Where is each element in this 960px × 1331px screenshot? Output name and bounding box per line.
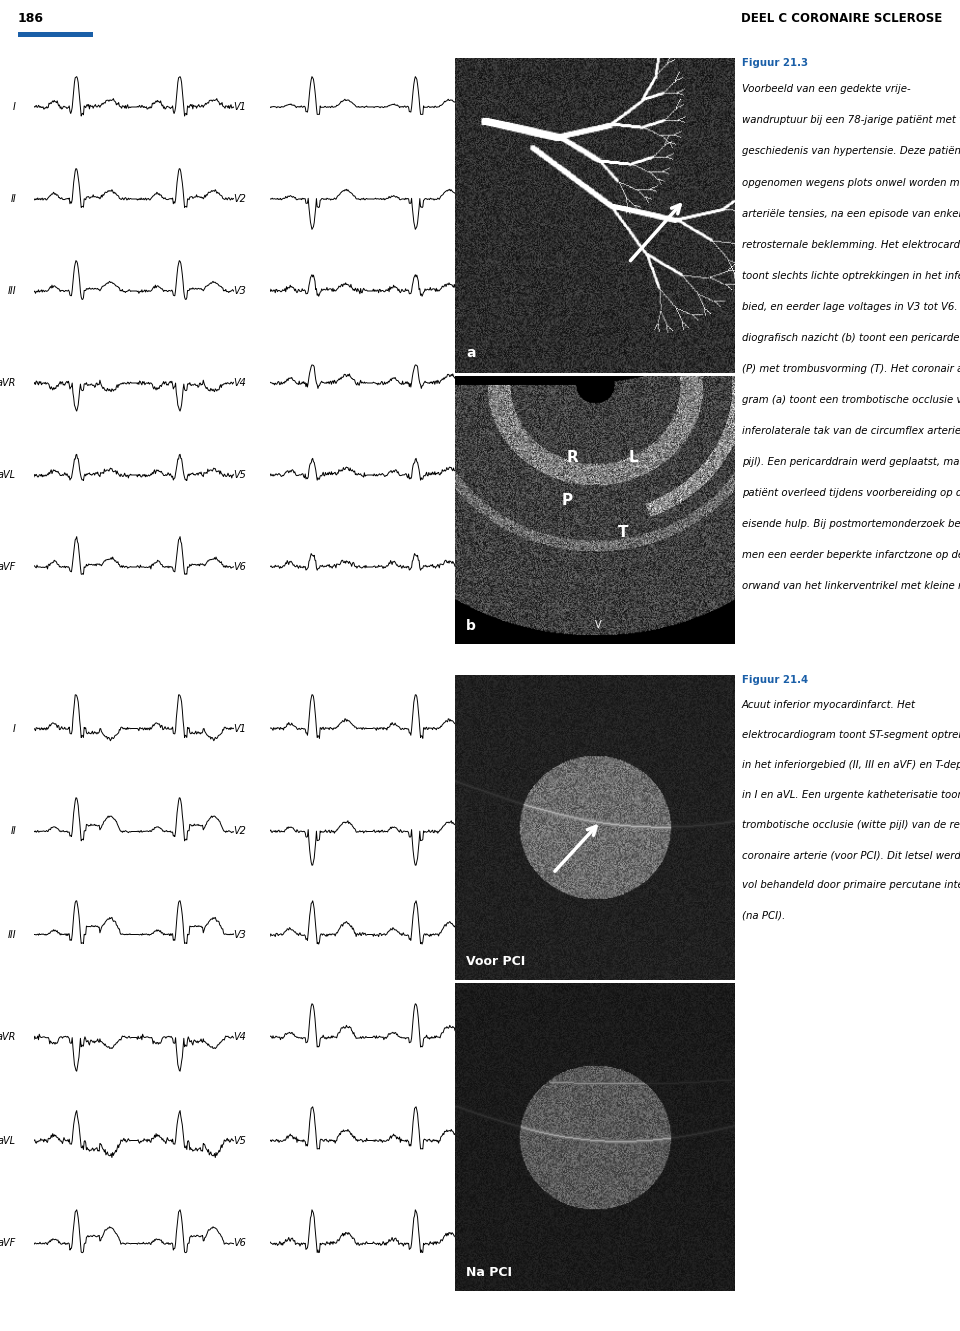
Text: patiënt overleed tijdens voorbereiding op de spoed-: patiënt overleed tijdens voorbereiding o…: [742, 488, 960, 498]
Text: men een eerder beperkte infarctzone op de posteri-: men een eerder beperkte infarctzone op d…: [742, 550, 960, 560]
Text: DEEL C CORONAIRE SCLEROSE: DEEL C CORONAIRE SCLEROSE: [741, 12, 942, 25]
Text: III: III: [8, 286, 16, 295]
Text: Na PCI: Na PCI: [467, 1266, 513, 1279]
Text: Figuur 21.3: Figuur 21.3: [742, 59, 808, 68]
Text: opgenomen wegens plots onwel worden met lage: opgenomen wegens plots onwel worden met …: [742, 177, 960, 188]
Text: wandruptuur bij een 78-jarige patiënt met voorge-: wandruptuur bij een 78-jarige patiënt me…: [742, 116, 960, 125]
Text: vol behandeld door primaire percutane interventie: vol behandeld door primaire percutane in…: [742, 881, 960, 890]
Text: V6: V6: [233, 562, 246, 572]
Text: V2: V2: [233, 827, 246, 836]
Text: V6: V6: [233, 1239, 246, 1248]
Text: III: III: [8, 929, 16, 940]
Text: 186: 186: [18, 12, 44, 25]
Text: II: II: [11, 827, 16, 836]
Text: in I en aVL. Een urgente katheterisatie toont een: in I en aVL. Een urgente katheterisatie …: [742, 791, 960, 800]
Text: trombotische occlusie (witte pijl) van de rechter: trombotische occlusie (witte pijl) van d…: [742, 820, 960, 831]
Text: eisende hulp. Bij postmortemonderzoek bemerkte: eisende hulp. Bij postmortemonderzoek be…: [742, 519, 960, 530]
Text: V: V: [595, 620, 602, 630]
Text: a: a: [467, 346, 476, 361]
Text: diografisch nazicht (b) toont een pericardeffusie: diografisch nazicht (b) toont een perica…: [742, 333, 960, 343]
Text: T: T: [617, 524, 628, 540]
Text: aVF: aVF: [0, 562, 16, 572]
Text: elektrocardiogram toont ST-segment optrekkingen: elektrocardiogram toont ST-segment optre…: [742, 731, 960, 740]
Text: coronaire arterie (voor PCI). Dit letsel werd succes-: coronaire arterie (voor PCI). Dit letsel…: [742, 851, 960, 861]
Text: L: L: [629, 450, 638, 465]
Text: (na PCI).: (na PCI).: [742, 910, 785, 921]
Text: V1: V1: [233, 102, 246, 112]
Text: bied, en eerder lage voltages in V3 tot V6. Echocar-: bied, en eerder lage voltages in V3 tot …: [742, 302, 960, 311]
Text: inferolaterale tak van de circumflex arterie (witte: inferolaterale tak van de circumflex art…: [742, 426, 960, 437]
Text: aVR: aVR: [0, 378, 16, 389]
Text: Voor PCI: Voor PCI: [467, 954, 525, 968]
Text: toont slechts lichte optrekkingen in het inferiorge-: toont slechts lichte optrekkingen in het…: [742, 270, 960, 281]
Text: V4: V4: [233, 378, 246, 389]
Text: V1: V1: [233, 724, 246, 733]
Text: P: P: [562, 492, 572, 507]
Text: Acuut inferior myocardinfarct. Het: Acuut inferior myocardinfarct. Het: [742, 700, 916, 711]
Text: Voorbeeld van een gedekte vrije-: Voorbeeld van een gedekte vrije-: [742, 84, 911, 95]
Text: aVL: aVL: [0, 1135, 16, 1146]
Text: aVR: aVR: [0, 1033, 16, 1042]
Text: II: II: [11, 194, 16, 204]
Text: R: R: [567, 450, 579, 465]
Text: V4: V4: [233, 1033, 246, 1042]
Text: V3: V3: [233, 929, 246, 940]
Text: aVL: aVL: [0, 470, 16, 480]
Text: retrosternale beklemming. Het elektrocardiogram: retrosternale beklemming. Het elektrocar…: [742, 240, 960, 250]
Text: V5: V5: [233, 1135, 246, 1146]
Text: gram (a) toont een trombotische occlusie van een: gram (a) toont een trombotische occlusie…: [742, 395, 960, 405]
Text: geschiedenis van hypertensie. Deze patiënt werd: geschiedenis van hypertensie. Deze patië…: [742, 146, 960, 157]
Text: I: I: [13, 724, 16, 733]
Text: (P) met trombusvorming (T). Het coronair angio-: (P) met trombusvorming (T). Het coronair…: [742, 363, 960, 374]
Text: Figuur 21.4: Figuur 21.4: [742, 675, 808, 685]
Text: arteriële tensies, na een episode van enkele uren: arteriële tensies, na een episode van en…: [742, 209, 960, 218]
Text: aVF: aVF: [0, 1239, 16, 1248]
Text: orwand van het linkerventrikel met kleine ruptuur.: orwand van het linkerventrikel met klein…: [742, 582, 960, 591]
Text: b: b: [467, 619, 476, 634]
Text: V2: V2: [233, 194, 246, 204]
Text: in het inferiorgebied (II, III en aVF) en T-depressie: in het inferiorgebied (II, III en aVF) e…: [742, 760, 960, 771]
Text: I: I: [13, 102, 16, 112]
Text: V3: V3: [233, 286, 246, 295]
Text: V5: V5: [233, 470, 246, 480]
Text: pijl). Een pericarddrain werd geplaatst, maar de: pijl). Een pericarddrain werd geplaatst,…: [742, 457, 960, 467]
